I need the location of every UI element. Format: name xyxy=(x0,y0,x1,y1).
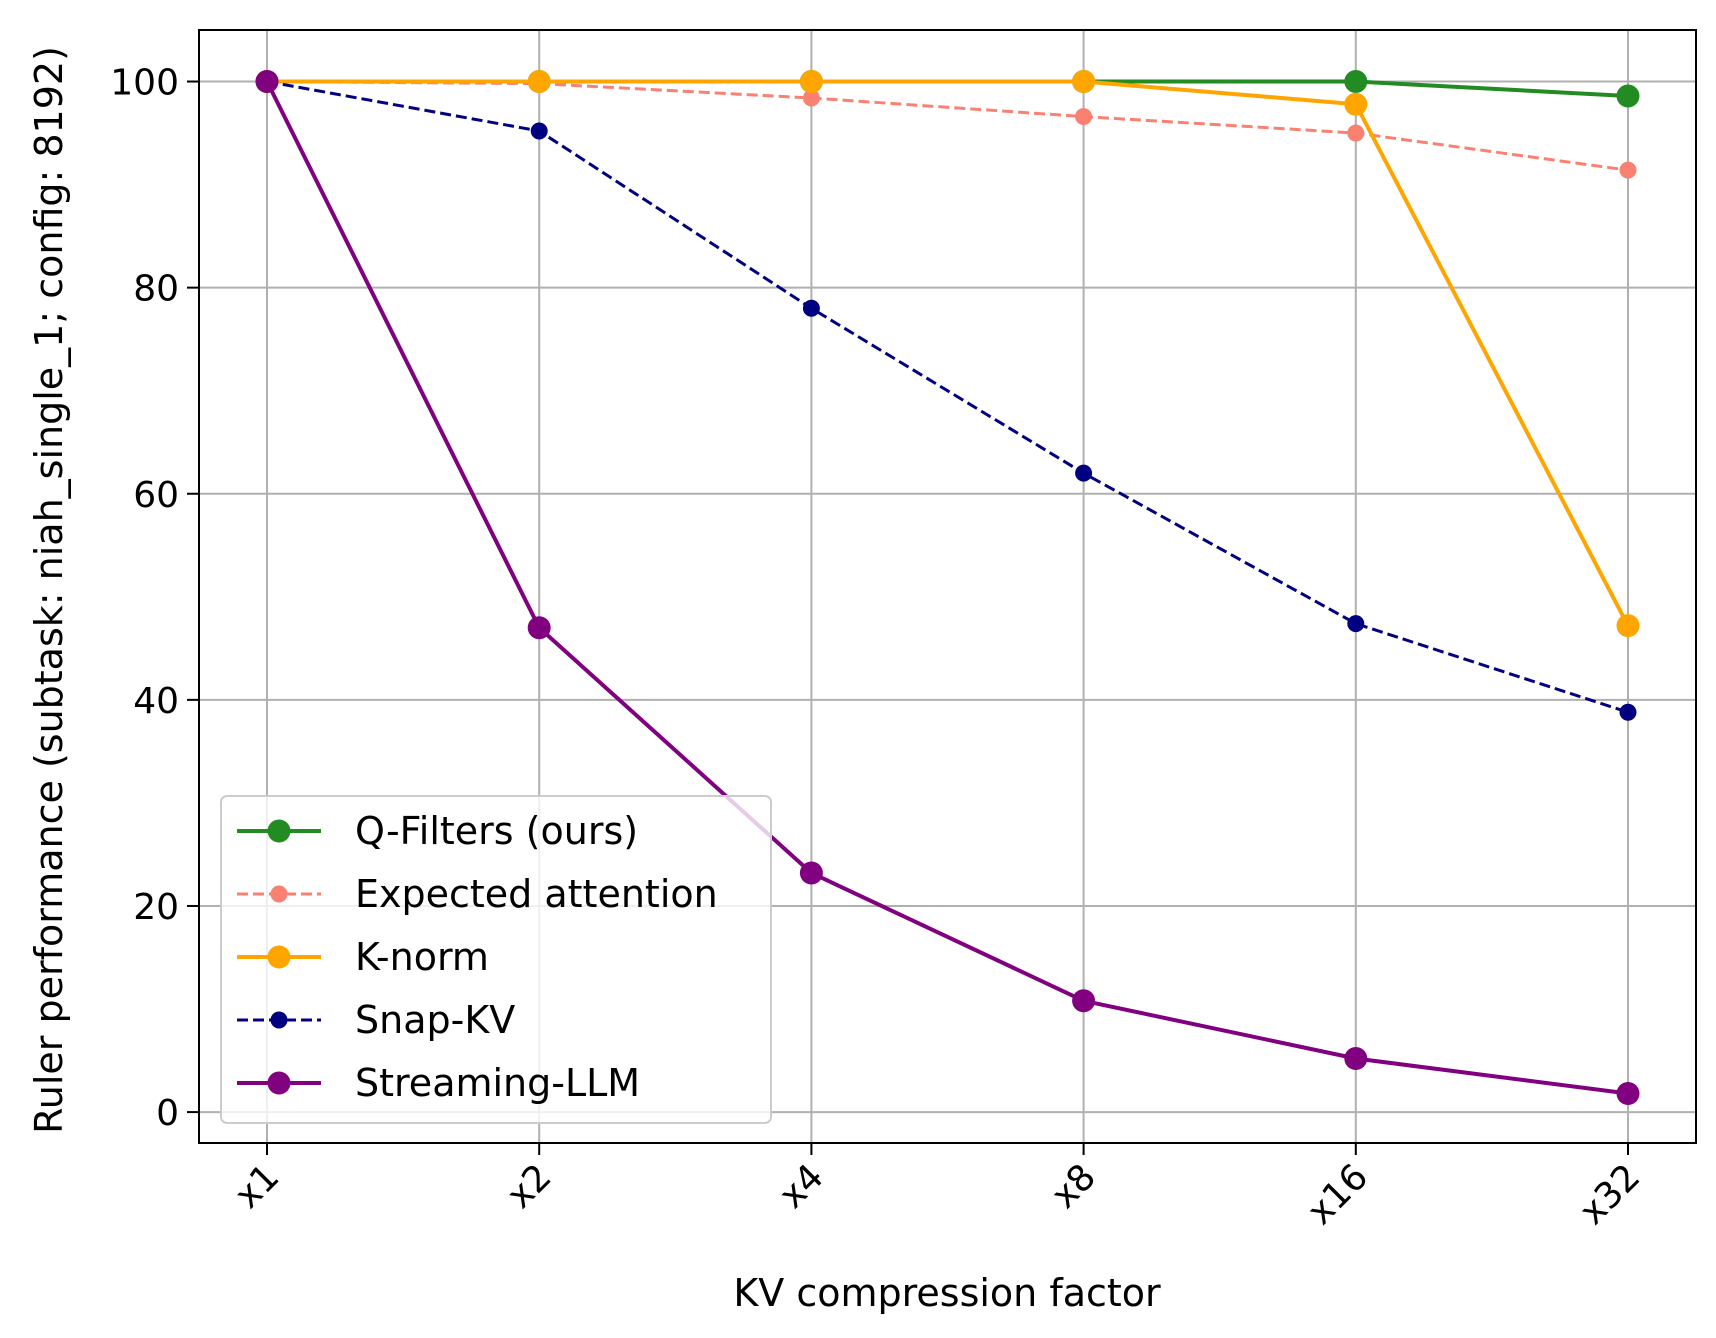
data-point xyxy=(1619,161,1637,179)
legend-label: Expected attention xyxy=(355,872,718,916)
data-point xyxy=(527,616,551,640)
series-line xyxy=(266,80,1629,172)
data-point xyxy=(1072,70,1096,94)
x-axis-label: KV compression factor xyxy=(733,1271,1161,1315)
legend-marker xyxy=(267,945,291,969)
legend-label: Streaming-LLM xyxy=(355,1061,640,1105)
legend: Q-Filters (ours) Expected attention K-norm… xyxy=(220,795,772,1124)
y-tick-label: 100 xyxy=(110,63,179,104)
x-tick-label: x16 xyxy=(1300,1156,1376,1232)
legend-label: Snap-KV xyxy=(355,998,515,1042)
data-point xyxy=(1347,615,1365,633)
data-point xyxy=(1344,92,1368,116)
y-tick-label: 60 xyxy=(133,475,179,516)
data-point xyxy=(802,299,820,317)
data-point xyxy=(1616,1082,1640,1106)
x-tick-label: x4 xyxy=(772,1156,832,1216)
legend-marker xyxy=(270,1011,288,1029)
data-point xyxy=(799,861,823,885)
data-point xyxy=(1616,84,1640,108)
data-point xyxy=(1344,70,1368,94)
y-tick-label: 80 xyxy=(133,269,179,310)
data-point xyxy=(1619,703,1637,721)
plot-frame xyxy=(198,29,1697,1144)
y-axis-label: Ruler performance (subtask: niah_single_… xyxy=(27,46,71,1134)
y-tick-label: 20 xyxy=(133,887,179,928)
series-line xyxy=(267,79,1630,627)
data-point xyxy=(255,70,279,94)
data-point xyxy=(799,70,823,94)
legend-marker xyxy=(267,1071,291,1095)
y-tick-label: 0 xyxy=(156,1093,179,1134)
data-point xyxy=(530,122,548,140)
data-point xyxy=(1072,989,1096,1013)
legend-label: Q-Filters (ours) xyxy=(355,809,638,853)
x-tick-label: x1 xyxy=(227,1156,287,1216)
series-layer xyxy=(255,70,1640,1106)
legend-marker xyxy=(267,819,291,843)
series-line xyxy=(266,80,1629,714)
x-tick-label: x8 xyxy=(1044,1156,1104,1216)
series-line xyxy=(265,80,1629,1096)
data-point xyxy=(1347,124,1365,142)
data-point xyxy=(802,89,820,107)
data-point xyxy=(1075,464,1093,482)
data-point xyxy=(1616,614,1640,638)
y-tick-label: 40 xyxy=(133,681,179,722)
x-tick-label: x32 xyxy=(1572,1156,1648,1232)
x-tick-label: x2 xyxy=(499,1156,559,1216)
series-line xyxy=(267,79,1629,98)
legend-marker xyxy=(270,885,288,903)
data-point xyxy=(1075,108,1093,126)
legend-box xyxy=(220,795,772,1124)
legend-label: K-norm xyxy=(355,935,489,979)
data-point xyxy=(527,70,551,94)
data-point xyxy=(1344,1046,1368,1070)
